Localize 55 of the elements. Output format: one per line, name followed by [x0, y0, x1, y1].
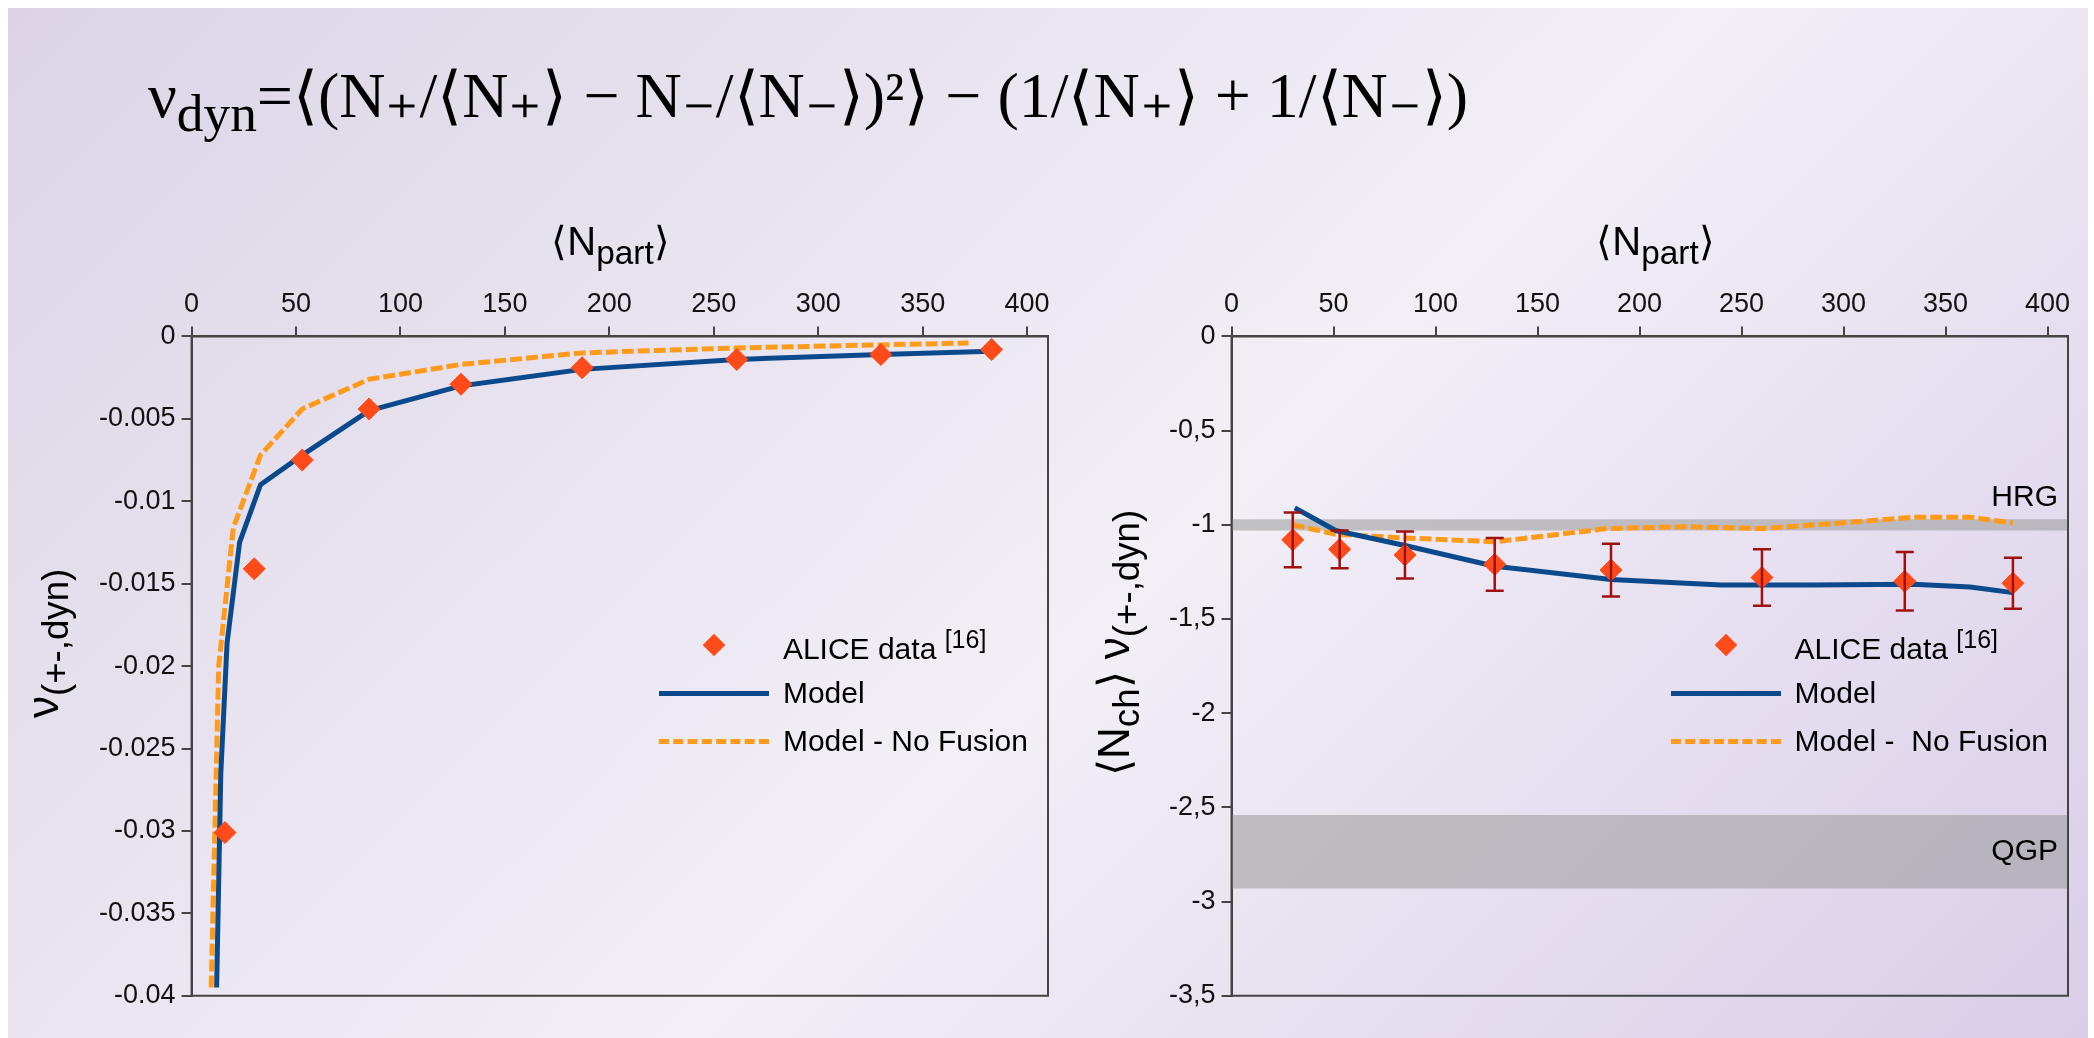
legend-label: Model — [1794, 676, 1877, 711]
x-tick-label: 50 — [1318, 287, 1349, 318]
x-tick-label: 0 — [184, 287, 200, 318]
y-tick-label: -3,5 — [1168, 979, 1216, 1010]
y-tick-label: 0 — [160, 319, 176, 350]
point — [449, 372, 473, 396]
y-tick-label: -0.03 — [114, 814, 176, 845]
x-tick-label: 400 — [2025, 287, 2071, 318]
x-tick-label: 250 — [691, 287, 737, 318]
y-tick-label: -0,5 — [1168, 414, 1216, 445]
y-tick-label: 0 — [1200, 319, 1216, 350]
point — [290, 448, 314, 472]
y-tick-label: -1,5 — [1168, 602, 1216, 633]
band-label: HRG — [1991, 479, 2058, 513]
y-tick-label: -0.04 — [114, 979, 176, 1010]
point — [725, 347, 749, 371]
x-tick-label: 200 — [1617, 287, 1663, 318]
legend-label: Model — [782, 676, 865, 711]
x-tick-label: 350 — [1923, 287, 1969, 318]
x-tick-label: 50 — [280, 287, 312, 318]
point — [357, 397, 381, 421]
point — [570, 356, 594, 380]
x-tick-label: 400 — [1004, 287, 1050, 318]
y-tick-label: -2,5 — [1168, 790, 1216, 821]
x-tick-label: 150 — [1515, 287, 1561, 318]
legend-label: ALICE data $^{[16]}$ — [782, 624, 987, 666]
x-tick-label: 250 — [1719, 287, 1765, 318]
y-tick-label: -2 — [1191, 696, 1216, 727]
point — [213, 821, 237, 845]
x-tick-label: 300 — [1821, 287, 1867, 318]
x-axis-title: ⟨N$_{part}$⟩ — [1595, 218, 1716, 272]
x-axis-title: ⟨N$_{part}$⟩ — [550, 218, 671, 272]
y-tick-label: -3 — [1191, 885, 1216, 916]
legend-label: Model - No Fusion — [782, 724, 1028, 759]
x-tick-label: 150 — [482, 287, 528, 318]
y-tick-label: -0.025 — [98, 731, 176, 762]
x-tick-label: 100 — [1413, 287, 1459, 318]
x-tick-label: 0 — [1224, 287, 1240, 318]
y-tick-label: -1 — [1191, 508, 1216, 539]
y-tick-label: -0.01 — [114, 484, 176, 515]
x-tick-label: 200 — [586, 287, 632, 318]
band-label: QGP — [1991, 832, 2058, 866]
chart-title: ν$_{dyn}$=⟨(N₊/⟨N₊⟩ − N₋/⟨N₋⟩)²⟩ − (1/⟨N₊⟩ + 1/⟨N₋⟩) — [146, 59, 1470, 144]
legend-label: Model - No Fusion — [1794, 724, 2048, 759]
point — [980, 338, 1004, 362]
x-tick-label: 300 — [795, 287, 841, 318]
y-tick-label: -0.005 — [98, 402, 176, 433]
legend-label: ALICE data $^{[16]}$ — [1794, 624, 1999, 666]
x-tick-label: 100 — [377, 287, 423, 318]
x-tick-label: 350 — [900, 287, 946, 318]
y-tick-label: -0.02 — [114, 649, 176, 680]
point — [242, 557, 266, 581]
y-tick-label: -0.035 — [98, 896, 176, 927]
point — [869, 343, 893, 367]
y-tick-label: -0.015 — [98, 567, 176, 598]
